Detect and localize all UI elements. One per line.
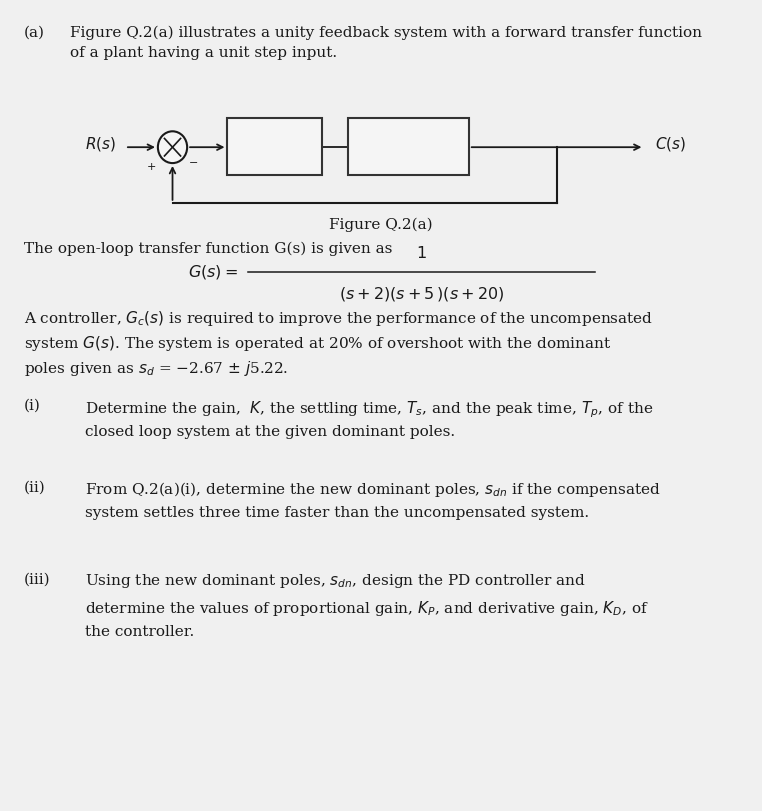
Text: Figure Q.2(a): Figure Q.2(a) [329, 217, 433, 231]
Text: closed loop system at the given dominant poles.: closed loop system at the given dominant… [85, 425, 455, 440]
Text: (iii): (iii) [24, 573, 50, 586]
Text: Determine the gain,  $K$, the settling time, $T_s$, and the peak time, $T_p$, of: Determine the gain, $K$, the settling ti… [85, 399, 653, 420]
Text: The open-loop transfer function G(s) is given as: The open-loop transfer function G(s) is … [24, 242, 392, 256]
Text: +: + [147, 161, 156, 171]
Text: (ii): (ii) [24, 480, 46, 494]
Text: $C(s)$: $C(s)$ [655, 135, 687, 153]
Text: of a plant having a unit step input.: of a plant having a unit step input. [70, 46, 338, 60]
Text: $(s + 2)(s + 5\,)(s + 20)$: $(s + 2)(s + 5\,)(s + 20)$ [338, 285, 504, 303]
Text: (i): (i) [24, 399, 41, 413]
Text: Using the new dominant poles, $s_{dn}$, design the PD controller and: Using the new dominant poles, $s_{dn}$, … [85, 573, 586, 590]
Text: A controller, $G_c(s)$ is required to improve the performance of the uncompensat: A controller, $G_c(s)$ is required to im… [24, 308, 653, 328]
Text: system settles three time faster than the uncompensated system.: system settles three time faster than th… [85, 506, 589, 521]
Text: Figure Q.2(a) illustrates a unity feedback system with a forward transfer functi: Figure Q.2(a) illustrates a unity feedba… [70, 26, 702, 40]
Text: $1$: $1$ [416, 245, 427, 262]
FancyBboxPatch shape [348, 118, 469, 175]
Text: From Q.2(a)(i), determine the new dominant poles, $s_{dn}$ if the compensated: From Q.2(a)(i), determine the new domina… [85, 480, 661, 500]
Text: $R(s)$: $R(s)$ [85, 135, 116, 153]
Text: system $G(s)$. The system is operated at 20% of overshoot with the dominant: system $G(s)$. The system is operated at… [24, 334, 612, 353]
Text: $G(s) = $: $G(s) = $ [188, 263, 239, 281]
Text: the controller.: the controller. [85, 624, 194, 639]
Text: $G_c(s)$: $G_c(s)$ [255, 137, 294, 156]
Circle shape [158, 131, 187, 163]
Text: $G(s)$: $G(s)$ [392, 137, 424, 156]
Text: (a): (a) [24, 26, 45, 40]
Text: poles given as $s_d$ = $-$2.67 $\pm$ $j$5.22.: poles given as $s_d$ = $-$2.67 $\pm$ $j$… [24, 359, 288, 379]
Text: determine the values of proportional gain, $K_P$, and derivative gain, $K_D$, of: determine the values of proportional gai… [85, 599, 648, 618]
FancyBboxPatch shape [227, 118, 322, 175]
Text: −: − [189, 158, 199, 169]
